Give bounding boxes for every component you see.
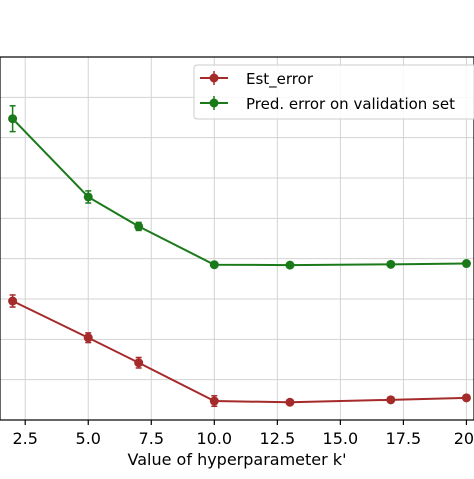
data-point (461, 259, 471, 269)
x-tick-label: 20. (454, 429, 474, 448)
plot-frame (0, 56, 474, 421)
data-point (134, 358, 144, 368)
data-point (83, 192, 93, 202)
legend-box (193, 64, 474, 120)
x-axis: 2.5 5.0 7.5 10.0 12.5 15.0 17.5 20. (12, 420, 474, 448)
data-point (386, 259, 396, 269)
x-tick-label: 12.5 (260, 429, 296, 448)
legend-entry-est-error: Est_error (200, 70, 314, 89)
data-point (8, 296, 18, 306)
x-tick-label: 17.5 (386, 429, 422, 448)
data-point (209, 260, 219, 270)
x-tick-label: 5.0 (76, 429, 101, 448)
data-point (285, 260, 295, 270)
data-point (386, 395, 396, 405)
legend-marker-pred-error (209, 98, 219, 108)
data-point (285, 397, 295, 407)
x-tick-label: 2.5 (12, 429, 37, 448)
series-layer (8, 105, 471, 408)
x-tick-label: 7.5 (139, 429, 164, 448)
legend-entry-pred-error: Pred. error on validation set (200, 95, 455, 113)
x-tick-label: 10.0 (196, 429, 232, 448)
data-point (461, 393, 471, 403)
series-line-1 (11, 118, 467, 267)
legend-label-est-error: Est_error (246, 70, 314, 89)
data-point (83, 333, 93, 343)
legend-marker-est-error (209, 73, 219, 83)
data-point (209, 396, 219, 406)
data-point (8, 114, 18, 124)
data-point (134, 221, 144, 231)
legend: Est_error Pred. error on validation set (193, 64, 474, 120)
x-axis-label: Value of hyperparameter k' (128, 450, 347, 469)
x-tick-label: 15.0 (323, 429, 359, 448)
series-line-0 (12, 300, 467, 404)
legend-label-pred-error: Pred. error on validation set (246, 95, 455, 113)
